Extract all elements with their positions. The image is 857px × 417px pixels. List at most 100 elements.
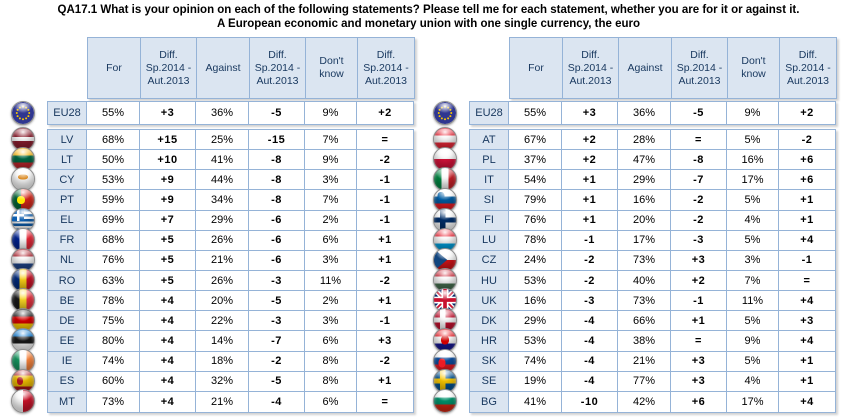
percent-value-cell: 14% — [196, 331, 249, 351]
flag-it-icon — [433, 167, 457, 192]
diff-value-cell: -7 — [671, 170, 727, 190]
percent-value-cell: 4% — [727, 210, 779, 230]
percent-value-cell: 50% — [87, 150, 140, 170]
diff-value-cell: = — [671, 130, 727, 150]
diff-value-cell: +1 — [779, 351, 835, 371]
percent-value-cell: 20% — [618, 210, 671, 230]
diff-value-cell: -1 — [357, 311, 413, 331]
country-code-cell: BE — [48, 291, 87, 311]
flag-emblem-shape — [438, 358, 446, 368]
percent-value-cell: 5% — [727, 130, 779, 150]
flag-lv-icon — [11, 127, 35, 152]
percent-value-cell: 6% — [305, 391, 357, 412]
diff-value-cell: -1 — [357, 210, 413, 230]
diff-value-cell: +1 — [779, 371, 835, 391]
diff-value-cell: -1 — [779, 250, 835, 270]
percent-value-cell: 47% — [618, 150, 671, 170]
diff-value-cell: -8 — [249, 170, 305, 190]
country-code-cell: EU28 — [470, 102, 509, 124]
diff-value-cell: -8 — [249, 190, 305, 210]
flag-gloss-highlight — [14, 249, 32, 261]
flag-gloss-highlight — [436, 390, 454, 402]
diff-value-cell: +3 — [562, 102, 618, 124]
percent-value-cell: 67% — [509, 130, 562, 150]
flag-si-icon — [433, 187, 457, 212]
flag-bg-icon — [433, 388, 457, 413]
flag-slot — [9, 247, 47, 272]
percent-value-cell: 7% — [305, 190, 357, 210]
table-row-lv: LV 68% +15 25% -15 7% = — [48, 130, 413, 151]
flag-ie-icon — [11, 348, 35, 373]
flag-slot — [431, 388, 469, 413]
percent-value-cell: 74% — [87, 351, 140, 371]
flag-gloss-highlight — [436, 370, 454, 381]
flag-slot — [9, 147, 47, 172]
percent-value-cell: 53% — [87, 170, 140, 190]
column-header-for: For — [88, 38, 141, 98]
percent-value-cell: 75% — [87, 311, 140, 331]
diff-value-cell: = — [779, 270, 835, 291]
flag-slot — [431, 101, 469, 125]
percent-value-cell: 17% — [727, 391, 779, 412]
percent-value-cell: 36% — [618, 102, 671, 124]
percent-value-cell: 41% — [196, 150, 249, 170]
flag-slot — [9, 268, 47, 293]
flag-slot — [431, 147, 469, 172]
question-title-line2: A European economic and monetary union w… — [216, 18, 640, 30]
column-header-diff-dont-know: Diff. Sp.2014 - Aut.2013 — [358, 38, 414, 98]
diff-value-cell: -8 — [249, 150, 305, 170]
flag-gloss-highlight — [14, 390, 32, 402]
diff-value-cell: +4 — [140, 371, 196, 391]
table-row-se: SE 19% -4 77% +3 4% +1 — [470, 371, 835, 392]
percent-value-cell: 29% — [618, 170, 671, 190]
flag-gloss-highlight — [14, 209, 32, 220]
flag-cy-icon — [11, 167, 35, 192]
country-code-cell: HR — [470, 331, 509, 351]
percent-value-cell: 16% — [727, 150, 779, 170]
flag-gloss-highlight — [14, 370, 32, 381]
table-row-es: ES 60% +4 32% -5 8% +1 — [48, 371, 413, 392]
diff-value-cell: -5 — [671, 102, 727, 124]
flag-dk-icon — [433, 308, 457, 333]
percent-value-cell: 25% — [196, 130, 249, 150]
diff-value-cell: +4 — [779, 391, 835, 412]
percent-value-cell: 3% — [305, 250, 357, 270]
table-row-bg: BG 41% -10 42% +6 17% +4 — [470, 391, 835, 412]
table-row-sk: SK 74% -4 21% +3 5% +1 — [470, 351, 835, 372]
country-code-cell: EE — [48, 331, 87, 351]
percent-value-cell: 42% — [618, 391, 671, 412]
diff-value-cell: +2 — [779, 102, 835, 124]
country-code-cell: PL — [470, 150, 509, 170]
flag-fr-icon — [11, 227, 35, 252]
percent-value-cell: 21% — [618, 351, 671, 371]
percent-value-cell: 29% — [196, 210, 249, 230]
flag-sk-icon — [433, 348, 457, 373]
flag-slot — [431, 227, 469, 252]
diff-value-cell: -3 — [249, 270, 305, 291]
flag-gloss-highlight — [436, 350, 454, 361]
diff-value-cell: +1 — [671, 311, 727, 331]
diff-value-cell: +10 — [140, 150, 196, 170]
column-header-diff-against: Diff. Sp.2014 - Aut.2013 — [672, 38, 728, 98]
diff-value-cell: +4 — [140, 291, 196, 311]
table-row-cz: CZ 24% -2 73% +3 3% -1 — [470, 250, 835, 271]
flag-gloss-highlight — [436, 209, 454, 220]
column-header-against: Against — [619, 38, 672, 98]
diff-value-cell: -5 — [249, 371, 305, 391]
diff-value-cell: -4 — [562, 311, 618, 331]
flag-gloss-highlight — [14, 229, 32, 240]
country-code-cell: FI — [470, 210, 509, 230]
flag-slot — [431, 268, 469, 293]
percent-value-cell: 24% — [509, 250, 562, 270]
flag-slot — [9, 348, 47, 373]
table-row-cy: CY 53% +9 44% -8 3% -1 — [48, 170, 413, 191]
diff-value-cell: -2 — [249, 351, 305, 371]
country-code-cell: MT — [48, 391, 87, 412]
flag-slot — [9, 328, 47, 353]
country-code-cell: SE — [470, 371, 509, 391]
diff-value-cell: -1 — [357, 190, 413, 210]
diff-value-cell: -8 — [671, 150, 727, 170]
flag-gloss-highlight — [14, 148, 32, 160]
country-code-cell: CZ — [470, 250, 509, 270]
flag-gloss-highlight — [436, 249, 454, 261]
